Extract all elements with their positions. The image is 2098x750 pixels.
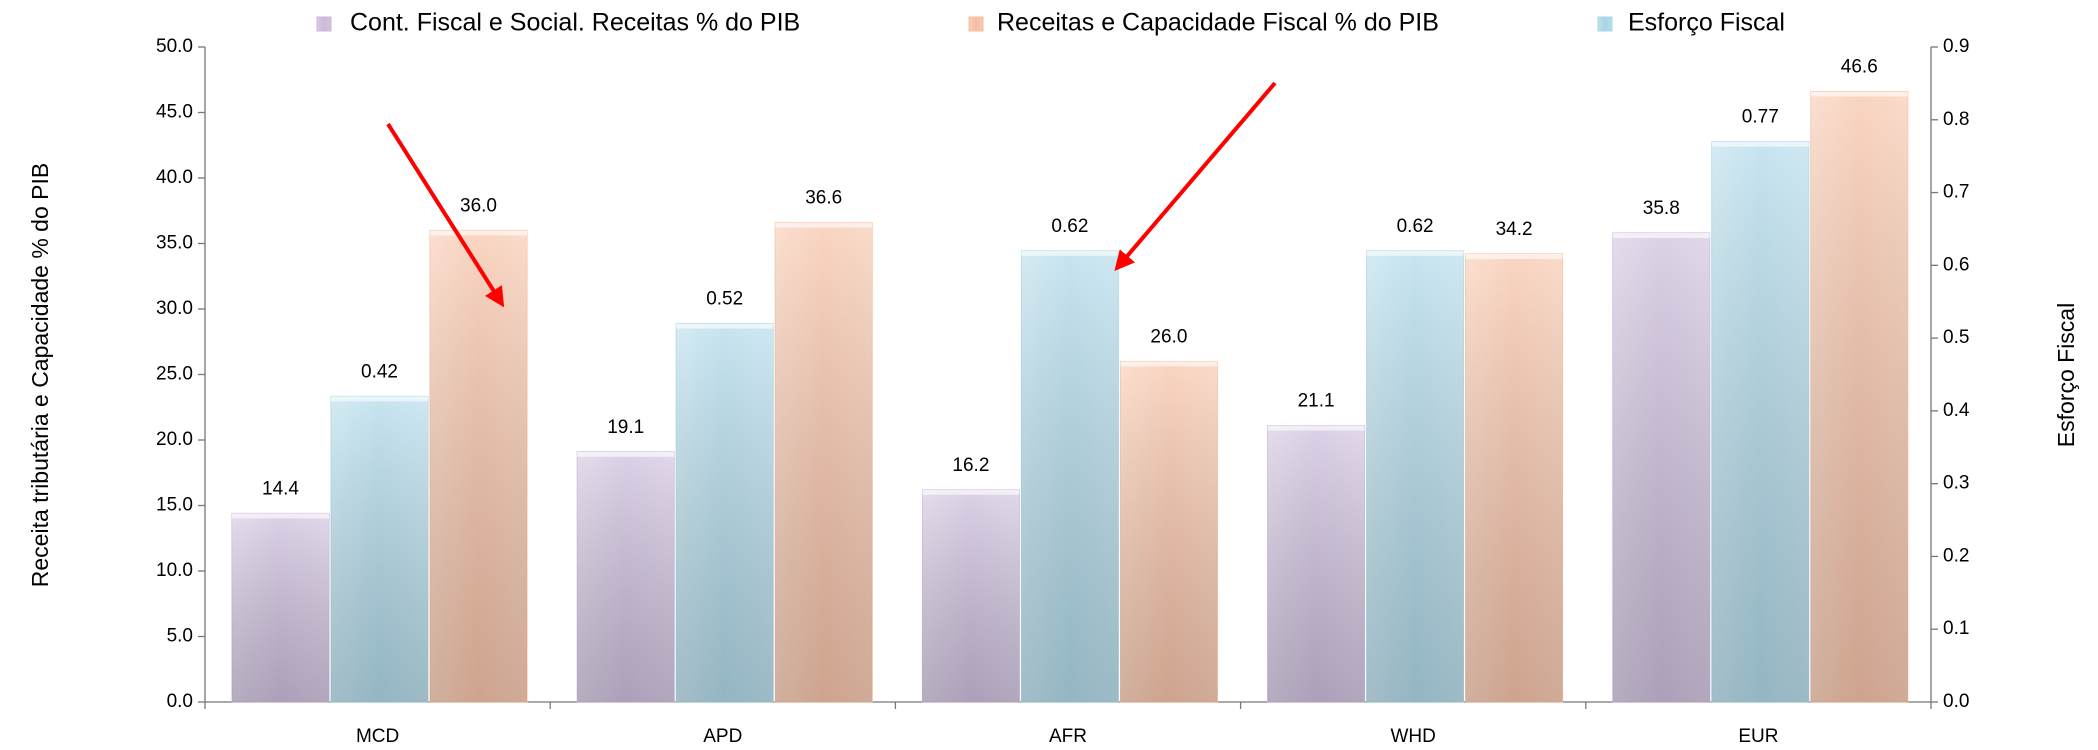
legend-swatch — [1597, 16, 1613, 32]
y-tick-label: 5.0 — [167, 626, 193, 647]
y2-tick-label: 0.3 — [1943, 473, 1969, 494]
legend-swatch — [316, 16, 332, 32]
y2-tick-label: 0.0 — [1943, 691, 1969, 712]
data-label: 35.8 — [1643, 198, 1680, 219]
bar-shade — [331, 396, 428, 702]
bar-cap — [1612, 233, 1710, 239]
y-tick-label: 0.0 — [167, 691, 193, 712]
bar-cap — [1366, 250, 1464, 256]
arrow — [386, 122, 505, 308]
bar-cap — [1267, 425, 1365, 431]
data-label: 0.77 — [1742, 107, 1779, 128]
bar-shade — [922, 489, 1020, 702]
bar-shade — [1021, 250, 1119, 702]
bar-cap — [1810, 91, 1908, 97]
bar-shade — [1612, 233, 1710, 702]
y2-tick-label: 0.7 — [1943, 182, 1969, 203]
bar-cap — [1120, 361, 1218, 367]
bar-shade — [430, 230, 527, 702]
data-label: 34.2 — [1496, 219, 1533, 240]
y-tick-label: 50.0 — [156, 36, 193, 57]
bar-shade — [775, 222, 873, 703]
bar-shade — [1267, 425, 1365, 702]
y-tick-label: 15.0 — [156, 495, 193, 516]
y2-tick-label: 0.4 — [1943, 400, 1970, 421]
data-label: 0.42 — [361, 361, 398, 382]
data-label: 21.1 — [1298, 391, 1335, 412]
y2-tick-label: 0.8 — [1943, 109, 1969, 130]
y2-tick-label: 0.5 — [1943, 327, 1969, 348]
bar-shade — [577, 451, 675, 702]
bar-cap — [331, 396, 428, 402]
bar-cap — [232, 513, 329, 519]
data-label: 16.2 — [952, 455, 989, 476]
data-label: 36.0 — [460, 195, 497, 216]
y-tick-label: 45.0 — [156, 102, 193, 123]
y-tick-label: 40.0 — [156, 167, 193, 188]
y-axis-title: Receita tributária e Capacidade % do PIB — [27, 163, 53, 587]
x-tick-label: MCD — [356, 726, 399, 747]
legend-label: Esforço Fiscal — [1628, 9, 1785, 37]
y-tick-label: 20.0 — [156, 429, 193, 450]
x-tick-label: AFR — [1049, 726, 1087, 747]
arrow — [1114, 81, 1277, 272]
bar-cap — [922, 489, 1020, 495]
data-label: 19.1 — [607, 417, 644, 438]
data-label: 14.4 — [262, 478, 299, 499]
y2-tick-label: 0.9 — [1943, 36, 1969, 57]
data-label: 0.62 — [1397, 216, 1434, 237]
y2-axis-title: Esforço Fiscal — [2053, 303, 2079, 447]
bar-cap — [1465, 253, 1563, 259]
y-tick-label: 10.0 — [156, 560, 193, 581]
y-tick-label: 35.0 — [156, 233, 193, 254]
bar-shade — [1711, 141, 1809, 703]
y2-tick-label: 0.6 — [1943, 254, 1969, 275]
bar-cap — [775, 222, 873, 228]
legend-label: Receitas e Capacidade Fiscal % do PIB — [997, 9, 1439, 37]
bar-shade — [1120, 361, 1218, 702]
bar-cap — [676, 323, 774, 329]
data-label: 0.52 — [706, 289, 743, 310]
x-tick-label: EUR — [1738, 726, 1778, 747]
data-label: 36.6 — [805, 188, 842, 209]
data-label: 46.6 — [1841, 57, 1878, 78]
bar-shade — [1366, 250, 1464, 702]
y2-tick-label: 0.1 — [1943, 618, 1969, 639]
bar-shade — [232, 513, 329, 702]
x-tick-label: APD — [703, 726, 742, 747]
y-tick-label: 25.0 — [156, 364, 193, 385]
legend-swatch — [968, 16, 984, 32]
data-label: 0.62 — [1051, 216, 1088, 237]
data-label: 26.0 — [1150, 326, 1187, 347]
bar-cap — [577, 451, 675, 457]
bar-cap — [1021, 250, 1119, 256]
bar-shade — [676, 323, 774, 702]
bar-shade — [1465, 253, 1563, 703]
bar-shade — [1810, 91, 1908, 703]
y2-tick-label: 0.2 — [1943, 545, 1969, 566]
bar-cap — [430, 230, 527, 236]
x-tick-label: WHD — [1391, 726, 1436, 747]
y-tick-label: 30.0 — [156, 298, 193, 319]
bar-cap — [1711, 141, 1809, 147]
legend-label: Cont. Fiscal e Social. Receitas % do PIB — [350, 9, 800, 37]
